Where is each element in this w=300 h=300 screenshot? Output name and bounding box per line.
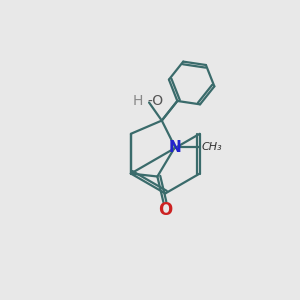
Text: N: N [169, 140, 182, 154]
Text: -O: -O [148, 94, 164, 108]
Text: H: H [132, 94, 142, 108]
Text: CH₃: CH₃ [202, 142, 222, 152]
Text: O: O [158, 201, 172, 219]
